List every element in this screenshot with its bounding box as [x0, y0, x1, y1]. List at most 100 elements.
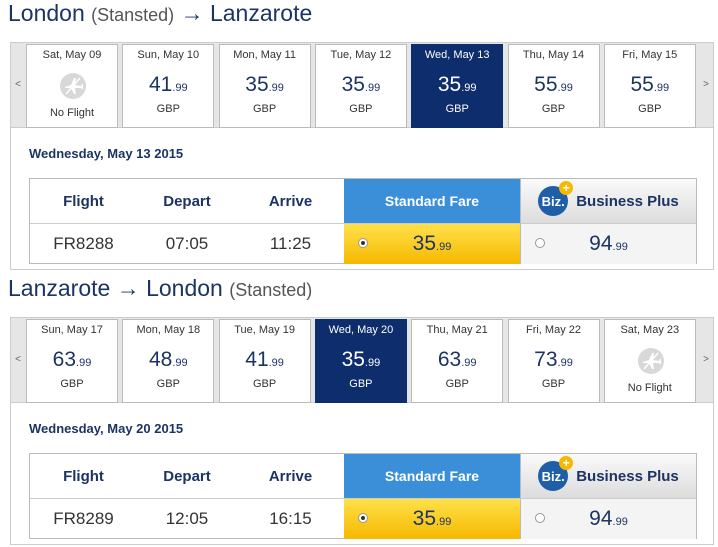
price-whole: 35	[341, 348, 365, 371]
date-card[interactable]: Wed, May 13 35.99 GBP	[411, 44, 504, 128]
date-card[interactable]: Sun, May 17 63.99 GBP	[26, 319, 118, 403]
price-whole: 35	[437, 73, 462, 96]
date-label: Fri, May 15	[622, 49, 678, 61]
biz-badge: Biz.	[538, 456, 574, 491]
fare-whole: 94	[589, 232, 613, 255]
prev-button[interactable]: <	[15, 79, 21, 90]
price-cents: .99	[172, 82, 188, 94]
price-whole: 63	[437, 348, 462, 371]
date-card[interactable]: Fri, May 15 55.99 GBP	[603, 44, 696, 128]
fare-table: Flight FR8288 Depart 07:05 Arrive 11:25 Standa…	[29, 178, 697, 264]
radio-standard[interactable]	[358, 513, 368, 523]
currency: GBP	[252, 103, 277, 115]
cell-depart: 07:05	[165, 234, 209, 253]
fare-price: 35.99	[413, 232, 452, 256]
price: 35.99	[316, 73, 406, 97]
date-label: Thu, May 14	[522, 49, 585, 61]
no-flight: No Flight	[49, 107, 95, 119]
business-label: Business Plus	[576, 192, 679, 210]
fare-business[interactable]: 94.99	[520, 224, 696, 264]
price-cents: .99	[268, 357, 284, 369]
date-label: Thu, May 21	[426, 324, 488, 336]
fare-table: Flight FR8289 Depart 12:05 Arrive 16:15 Standa…	[29, 453, 697, 539]
price-cents: .99	[653, 82, 670, 94]
radio-standard[interactable]	[358, 238, 368, 248]
currency: GBP	[445, 378, 469, 390]
selected-date: Wednesday, May 13 2015	[29, 146, 184, 161]
date-label: Wed, May 20	[328, 324, 394, 336]
price-cents: .99	[557, 357, 573, 369]
origin-airport: (Stansted)	[91, 5, 175, 25]
price: 35.99	[316, 348, 406, 372]
date-card[interactable]: Mon, May 11 35.99 GBP	[218, 44, 311, 128]
currency: GBP	[349, 378, 373, 390]
date-label: Tue, May 12	[330, 49, 392, 61]
no-flight-icon	[637, 348, 664, 374]
no-flight: No Flight	[627, 382, 672, 394]
date-card[interactable]: Thu, May 21 63.99 GBP	[411, 319, 504, 403]
next-button[interactable]: >	[703, 79, 709, 90]
fare-cents: .99	[612, 516, 628, 528]
next-button[interactable]: >	[703, 354, 709, 365]
price-whole: 55	[630, 73, 654, 96]
price: 35.99	[412, 73, 502, 97]
details-panel: Wednesday, May 13 2015 Flight FR8288 Depart…	[10, 128, 714, 270]
currency: GBP	[156, 103, 180, 115]
date-card[interactable]: Fri, May 22 73.99 GBP	[507, 319, 600, 403]
date-card: Sat, May 23 No Flight	[603, 319, 696, 403]
fare-standard[interactable]: 35.99	[344, 499, 520, 539]
fare-whole: 35	[412, 232, 437, 255]
date-card[interactable]: Mon, May 18 48.99 GBP	[122, 319, 215, 403]
destination: Lanzarote	[209, 0, 313, 26]
cell-depart: 12:05	[165, 509, 209, 528]
fare-price: 94.99	[589, 507, 628, 531]
price-whole: 48	[148, 348, 173, 371]
origin: London	[8, 0, 85, 26]
date-card[interactable]: Tue, May 12 35.99 GBP	[314, 44, 407, 128]
cell-arrive: 16:15	[269, 509, 312, 528]
date-card: Sat, May 09 No Flight	[26, 44, 118, 128]
fare-cents: .99	[436, 516, 452, 528]
date-card[interactable]: Wed, May 20 35.99 GBP	[314, 319, 407, 403]
details-panel: Wednesday, May 20 2015 Flight FR8289 Depart…	[10, 403, 714, 545]
price-whole: 35	[341, 73, 365, 96]
fare-whole: 35	[412, 507, 437, 530]
date-label: Sun, May 17	[41, 324, 103, 336]
price: 35.99	[220, 73, 310, 97]
cell-flight: FR8289	[53, 509, 114, 528]
journey: London (Stansted) → Lanzarote < > Sat, May …	[0, 0, 718, 272]
fare-cents: .99	[612, 241, 628, 253]
cell-flight: FR8288	[53, 234, 114, 253]
prev-button[interactable]: <	[15, 354, 21, 365]
biz-badge: Biz.	[538, 181, 574, 216]
route-title: Lanzarote → London (Stansted)	[8, 275, 312, 302]
currency: GBP	[541, 378, 566, 390]
price-whole: 41	[148, 73, 173, 96]
radio-business[interactable]	[535, 238, 545, 248]
destination-airport: (Stansted)	[229, 280, 313, 300]
business-label: Business Plus	[576, 467, 679, 485]
price-cents: .99	[172, 357, 188, 369]
fare-business[interactable]: 94.99	[520, 499, 696, 539]
date-label: Mon, May 18	[136, 324, 201, 336]
header-business: Biz.Business Plus	[520, 454, 696, 499]
origin: Lanzarote	[8, 275, 111, 301]
fare-price: 94.99	[589, 232, 628, 256]
date-card[interactable]: Sun, May 10 41.99 GBP	[122, 44, 215, 128]
price-cents: .99	[364, 82, 381, 94]
fare-whole: 94	[589, 507, 613, 530]
destination: London	[146, 275, 223, 301]
price-cents: .99	[268, 82, 284, 94]
price-cents: .99	[461, 357, 477, 369]
radio-business[interactable]	[535, 513, 545, 523]
currency: GBP	[541, 103, 566, 115]
date-label: Fri, May 22	[525, 324, 581, 336]
currency: GBP	[60, 378, 84, 390]
date-card[interactable]: Thu, May 14 55.99 GBP	[507, 44, 600, 128]
currency: GBP	[156, 378, 180, 390]
currency: GBP	[445, 103, 469, 115]
fare-standard[interactable]: 35.99	[344, 224, 520, 264]
date-label: Sat, May 23	[620, 324, 680, 336]
date-card[interactable]: Tue, May 19 41.99 GBP	[218, 319, 311, 403]
